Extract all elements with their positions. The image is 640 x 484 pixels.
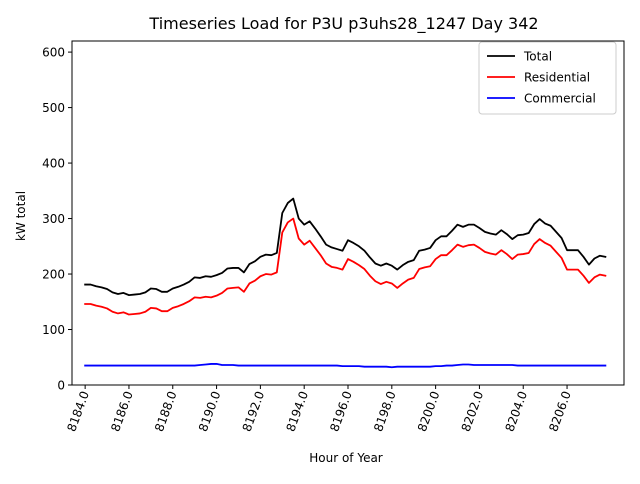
legend-box xyxy=(478,41,617,115)
series-line-residential xyxy=(84,217,607,316)
series-line-total xyxy=(84,197,607,297)
legend-label-residential: Residential xyxy=(524,71,590,85)
legend: Total Residential Commercial xyxy=(478,41,617,115)
y-tick-label: 500 xyxy=(42,101,65,115)
y-tick-label: 100 xyxy=(42,323,65,337)
series-line-commercial xyxy=(84,363,607,369)
y-tick-label: 600 xyxy=(42,46,65,60)
y-tick-label: 200 xyxy=(42,268,65,282)
y-axis-label: kW total xyxy=(14,191,28,241)
legend-label-total: Total xyxy=(523,50,552,64)
series-layer xyxy=(84,197,607,369)
y-tick-label: 300 xyxy=(42,212,65,226)
x-axis-label: Hour of Year xyxy=(309,451,383,465)
y-tick-label: 400 xyxy=(42,157,65,171)
y-tick-label: 0 xyxy=(57,379,65,393)
y-axis: 0 100 200 300 400 500 600 xyxy=(42,46,72,393)
chart-title: Timeseries Load for P3U p3uhs28_1247 Day… xyxy=(148,14,538,34)
legend-label-commercial: Commercial xyxy=(524,92,596,106)
